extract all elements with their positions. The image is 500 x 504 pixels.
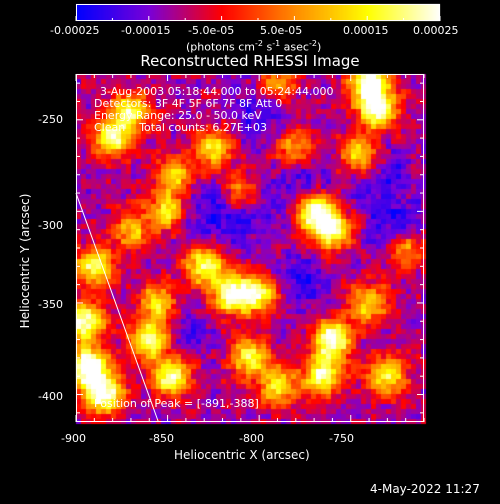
x-axis-label: Heliocentric X (arcsec)	[174, 448, 310, 462]
y-tick-label: -250	[38, 113, 63, 126]
y-tick-label: -350	[38, 298, 63, 311]
colorbar-tick: 5.0e-05	[260, 24, 303, 37]
info-detectors: Detectors: 3F 4F 5F 6F 7F 8F Att 0	[94, 97, 283, 110]
colorbar-tick: 0.00015	[343, 24, 389, 37]
colorbar-unit-exp: -2	[254, 39, 263, 48]
peak-position-label: Position of Peak = [-891,-388]	[94, 397, 259, 410]
colorbar-unit: (photons cm-2 s-1 asec-2)	[186, 38, 321, 54]
colorbar-unit-exp: -2	[308, 39, 317, 48]
y-tick-label: -300	[38, 219, 63, 232]
chart-title: Reconstructed RHESSI Image	[140, 52, 360, 70]
y-axis-label: Heliocentric Y (arcsec)	[18, 193, 32, 329]
info-energy: Energy Range: 25.0 - 50.0 keV	[94, 109, 262, 122]
x-tick-label: -900	[61, 432, 86, 445]
colorbar-tick: -0.00025	[50, 24, 100, 37]
colorbar-unit-text: )	[316, 40, 322, 54]
colorbar-unit-text: (photons cm	[186, 40, 255, 54]
x-tick-label: -800	[239, 432, 264, 445]
y-tick-label: -400	[38, 390, 63, 403]
info-counts: Clean Total counts: 6.27E+03	[94, 121, 268, 134]
x-tick-label: -750	[329, 432, 354, 445]
colorbar-unit-text: asec	[280, 40, 309, 54]
x-tick-label: -850	[149, 432, 174, 445]
footer-timestamp: 4-May-2022 11:27	[370, 482, 480, 496]
colorbar-tick: -0.00015	[121, 24, 171, 37]
colorbar-tick: 0.00025	[413, 24, 459, 37]
info-time-range: 3-Aug-2003 05:18:44.000 to 05:24:44.000	[100, 85, 334, 98]
colorbar-tick: -5.0e-05	[188, 24, 235, 37]
colorbar-unit-text: s	[262, 40, 273, 54]
colorbar-unit-exp: -1	[272, 39, 281, 48]
